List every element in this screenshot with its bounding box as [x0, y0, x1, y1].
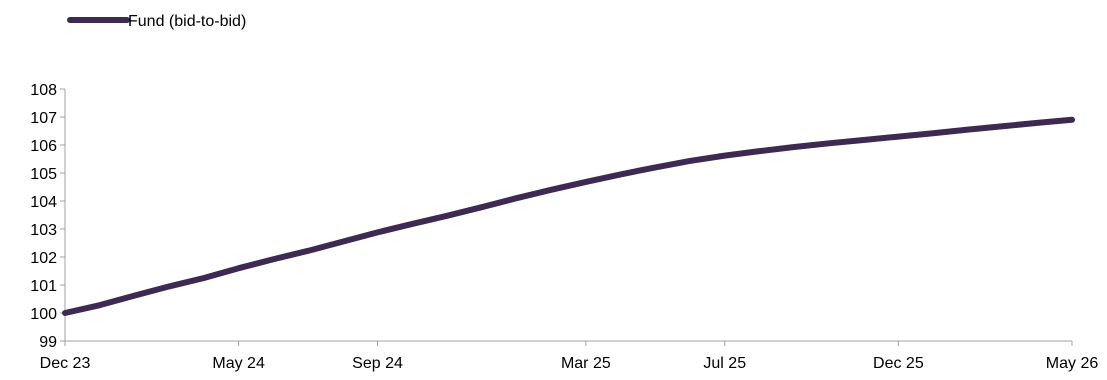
x-tick-label: May 26 — [1046, 355, 1099, 372]
series-line-fund — [62, 116, 1075, 316]
y-tick-label: 105 — [30, 166, 57, 183]
x-tick-label: Dec 23 — [40, 355, 91, 372]
x-tick-label: Dec 25 — [873, 355, 924, 372]
y-tick-label: 99 — [39, 334, 57, 351]
x-axis: Dec 23 May 24 Sep 24 Mar 25 Jul 25 Dec 25 May … — [40, 340, 1099, 372]
legend: Fund (bid-to-bid) — [67, 13, 246, 30]
y-tick-label: 108 — [30, 82, 57, 99]
x-tick-label: Jul 25 — [703, 355, 746, 372]
y-axis: 99 100 101 102 103 104 105 106 107 108 — [30, 82, 66, 351]
y-tick-label: 102 — [30, 250, 57, 267]
x-tick-label: May 24 — [212, 355, 265, 372]
x-tick-label: Sep 24 — [352, 355, 403, 372]
y-tick-label: 107 — [30, 110, 57, 127]
y-tick-label: 101 — [30, 278, 57, 295]
y-tick-label: 106 — [30, 138, 57, 155]
y-tick-label: 103 — [30, 222, 57, 239]
x-tick-label: Mar 25 — [561, 355, 611, 372]
series-layer — [62, 116, 1075, 316]
y-tick-label: 104 — [30, 194, 57, 211]
y-tick-label: 100 — [30, 306, 57, 323]
legend-label-fund: Fund (bid-to-bid) — [128, 13, 246, 30]
